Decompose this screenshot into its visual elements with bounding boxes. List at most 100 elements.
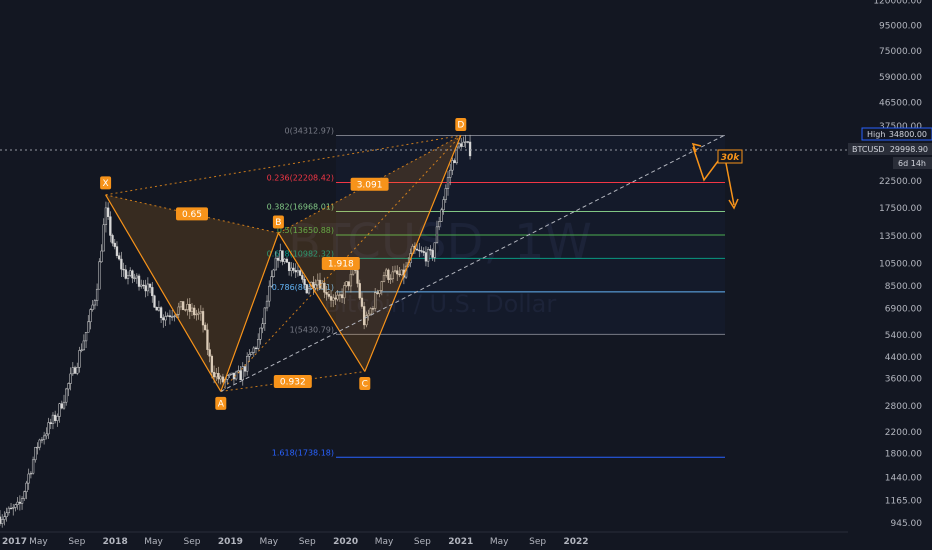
y-tick-label: 1165.00 bbox=[885, 496, 922, 506]
candle-body bbox=[60, 403, 63, 409]
y-tick-label: 1440.00 bbox=[885, 474, 922, 484]
pattern-point-marker[interactable] bbox=[455, 118, 467, 132]
pattern-point-marker[interactable] bbox=[215, 396, 227, 410]
candle-body bbox=[170, 316, 174, 318]
pattern-point-marker[interactable] bbox=[272, 215, 284, 229]
candle-body bbox=[146, 283, 150, 292]
fib-level-label: 0.786(8057.31) bbox=[272, 283, 334, 292]
y-tick-label: 4400.00 bbox=[885, 353, 922, 363]
pattern-leg[interactable] bbox=[105, 194, 222, 392]
candle-body bbox=[78, 350, 81, 368]
x-tick-label: Sep bbox=[68, 537, 85, 547]
high-label: High bbox=[867, 130, 885, 139]
candle-body bbox=[435, 226, 439, 244]
candle-body bbox=[349, 273, 353, 287]
candle-body bbox=[396, 270, 399, 275]
candle-body bbox=[5, 512, 8, 518]
candle-body bbox=[365, 315, 368, 326]
ratio-badge[interactable] bbox=[273, 374, 312, 388]
projection-arrows[interactable]: 30k bbox=[691, 142, 743, 210]
candle-body bbox=[382, 275, 386, 282]
candle-body bbox=[276, 257, 280, 261]
candle-body bbox=[153, 295, 156, 308]
candle-body bbox=[431, 250, 434, 258]
candle-body bbox=[124, 269, 127, 279]
trend-line[interactable] bbox=[220, 134, 726, 392]
pattern-point-marker[interactable] bbox=[359, 376, 371, 390]
y-tick-label: 10500.00 bbox=[879, 259, 922, 269]
time-axis[interactable]: 2017 May Sep 2018 May Sep 2019 May Sep 2020 May Sep… bbox=[0, 531, 848, 547]
pattern-ratio-line[interactable] bbox=[220, 370, 365, 392]
pattern-leg[interactable] bbox=[220, 232, 279, 392]
y-tick-label: 46500.00 bbox=[879, 99, 922, 109]
x-tick-label: 2021 bbox=[448, 537, 473, 547]
y-tick-label: 3600.00 bbox=[885, 375, 922, 385]
candle-body bbox=[184, 309, 187, 311]
y-tick-label: 5400.00 bbox=[885, 331, 922, 341]
pattern-point-marker[interactable] bbox=[100, 176, 112, 190]
candle-body bbox=[113, 242, 116, 247]
harmonic-pattern[interactable]: X A B C D 0.65 1.918 3.091 0.932 bbox=[100, 118, 726, 410]
fibonacci-retracement[interactable]: 0(34312.97) 0.236(22208.42) 0.382(16968.01… bbox=[267, 127, 725, 458]
pattern-point-label: C bbox=[362, 380, 368, 390]
candle-body bbox=[20, 498, 24, 504]
x-tick-label: May bbox=[29, 537, 48, 547]
pattern-leg[interactable] bbox=[277, 232, 366, 372]
candle-body bbox=[104, 207, 108, 226]
candle-body bbox=[305, 284, 308, 294]
candle-body bbox=[140, 284, 143, 287]
candle-body bbox=[9, 507, 13, 510]
candle-body bbox=[323, 282, 326, 293]
candle-body bbox=[270, 276, 273, 287]
candle-body bbox=[199, 311, 202, 314]
x-tick-label: 2018 bbox=[103, 537, 128, 547]
fib-level-label: 0.236(22208.42) bbox=[267, 173, 334, 182]
candle-body bbox=[314, 284, 317, 289]
x-tick-label: May bbox=[144, 537, 163, 547]
candle-body bbox=[67, 383, 70, 390]
candle-body bbox=[462, 141, 465, 147]
candle-body bbox=[190, 307, 194, 312]
pattern-ratio-line[interactable] bbox=[105, 135, 461, 196]
candle-body bbox=[232, 372, 236, 380]
high-value: 34800.00 bbox=[889, 130, 927, 139]
candle-body bbox=[307, 288, 311, 294]
candle-body bbox=[424, 252, 428, 262]
ratio-badge[interactable] bbox=[350, 177, 389, 191]
candle-body bbox=[446, 177, 450, 189]
pattern-point-label: D bbox=[457, 121, 464, 131]
x-tick-label: 2022 bbox=[563, 537, 588, 547]
candle-body bbox=[122, 268, 125, 271]
candle-body bbox=[142, 284, 145, 287]
x-tick-label: 2019 bbox=[218, 537, 243, 547]
pattern-leg[interactable] bbox=[364, 135, 462, 372]
ratio-badge[interactable] bbox=[321, 256, 360, 270]
candle-body bbox=[400, 269, 403, 276]
candle-body bbox=[250, 352, 253, 355]
candle-body bbox=[106, 207, 110, 217]
candle-body bbox=[301, 275, 304, 280]
candle-body bbox=[345, 281, 348, 286]
price-axis[interactable]: 945.00 1165.00 1440.00 1800.00 2200.00 2800.0… bbox=[873, 0, 922, 529]
candle-body bbox=[455, 146, 458, 164]
candle-body bbox=[219, 376, 222, 380]
candle-body bbox=[98, 261, 101, 290]
candle-body bbox=[91, 304, 94, 310]
candle-body bbox=[334, 297, 337, 300]
candle-body bbox=[327, 294, 330, 297]
y-tick-label: 75000.00 bbox=[879, 47, 922, 57]
ratio-value: 1.918 bbox=[328, 260, 354, 270]
candle-body bbox=[274, 257, 278, 271]
candle-body bbox=[464, 141, 467, 143]
candle-body bbox=[389, 278, 392, 280]
candle-body bbox=[3, 516, 6, 520]
candle-body bbox=[1, 519, 4, 524]
candle-body bbox=[358, 283, 361, 299]
fib-level-label: 1.618(1738.18) bbox=[272, 448, 334, 457]
ratio-badge[interactable] bbox=[176, 207, 208, 221]
candle-body bbox=[208, 349, 211, 357]
candle-body bbox=[296, 270, 300, 273]
candle-body bbox=[230, 372, 233, 375]
